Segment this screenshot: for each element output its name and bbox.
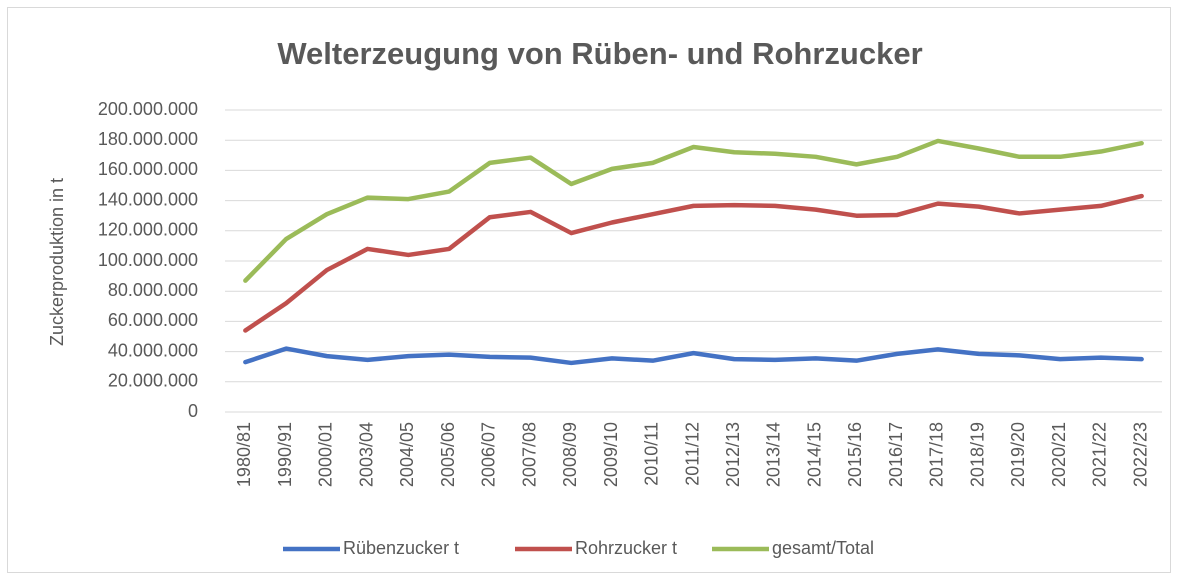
series-line	[243, 193, 1144, 333]
y-axis-label: Zuckerproduktion in t	[47, 178, 67, 346]
x-tick-label: 2003/04	[356, 422, 376, 487]
x-tick-label: 2011/12	[682, 422, 702, 486]
legend-label: Rohrzucker t	[575, 538, 677, 558]
x-tick-label: 2021/22	[1090, 422, 1110, 487]
x-tick-label: 2000/01	[316, 422, 336, 487]
x-tick-label: 2009/10	[601, 422, 621, 487]
x-tick-label: 2020/21	[1049, 422, 1069, 487]
x-tick-label: 2013/14	[764, 422, 784, 487]
y-tick-label: 40.000.000	[108, 340, 198, 360]
x-tick-label: 2007/08	[519, 422, 539, 487]
x-tick-label: 1980/81	[234, 422, 254, 487]
y-tick-label: 120.000.000	[98, 220, 198, 240]
legend-label: gesamt/Total	[772, 538, 874, 558]
x-tick-label: 2022/23	[1130, 422, 1150, 487]
x-tick-label: 2018/19	[967, 422, 987, 487]
y-tick-label: 160.000.000	[98, 159, 198, 179]
x-tick-label: 2019/20	[1008, 422, 1028, 487]
chart-title: Welterzeugung von Rüben- und Rohrzucker	[277, 36, 922, 71]
y-tick-label: 80.000.000	[108, 280, 198, 300]
series-line	[243, 138, 1144, 283]
x-tick-label: 2010/11	[642, 422, 662, 486]
x-tick-label: 2014/15	[804, 422, 824, 487]
x-tick-label: 2016/17	[886, 422, 906, 487]
y-tick-label: 0	[188, 401, 198, 421]
y-tick-label: 60.000.000	[108, 310, 198, 330]
x-tick-label: 2017/18	[927, 422, 947, 487]
x-tick-label: 2004/05	[397, 422, 417, 487]
y-tick-label: 140.000.000	[98, 189, 198, 209]
x-tick-label: 2012/13	[723, 422, 743, 487]
x-tick-label: 2008/09	[560, 422, 580, 487]
legend-label: Rübenzucker t	[343, 538, 459, 558]
x-tick-label: 2006/07	[479, 422, 499, 487]
x-tick-label: 2005/06	[438, 422, 458, 487]
x-tick-label: 1990/91	[275, 422, 295, 487]
y-tick-label: 100.000.000	[98, 250, 198, 270]
y-tick-label: 20.000.000	[108, 371, 198, 391]
y-tick-label: 200.000.000	[98, 99, 198, 119]
x-tick-label: 2015/16	[845, 422, 865, 487]
y-tick-label: 180.000.000	[98, 129, 198, 149]
series-line	[243, 346, 1144, 366]
chart-border	[7, 7, 1171, 573]
